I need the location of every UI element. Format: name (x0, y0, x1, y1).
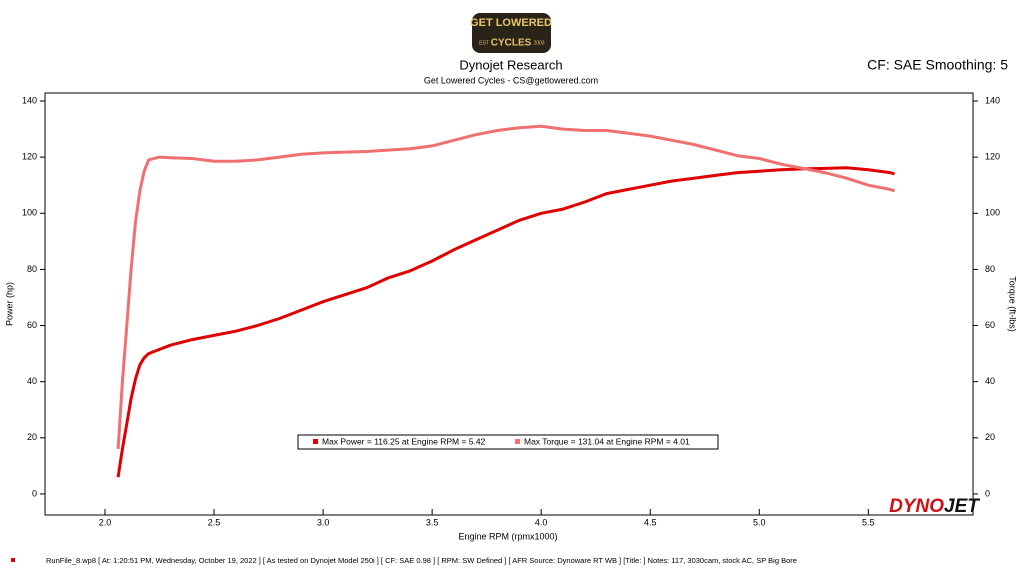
x-tick-label: 3.0 (317, 517, 330, 527)
legend-swatch (313, 439, 318, 444)
y-tick-label: 140 (22, 95, 37, 105)
y2-tick-label: 20 (985, 432, 995, 442)
legend-box (297, 434, 719, 450)
footer-text: RunFile_8.wp8 [ At: 1:20:51 PM, Wednesda… (46, 556, 797, 565)
x-tick-label: 3.5 (426, 517, 439, 527)
legend-label: Max Power = 116.25 at Engine RPM = 5.42 (322, 436, 486, 446)
legend-swatch (515, 439, 520, 444)
y-tick-label: 80 (27, 264, 37, 274)
y2-axis-label: Torque (ft-lbs) (1008, 276, 1018, 332)
x-tick-label: 5.0 (753, 517, 766, 527)
x-axis-label: Engine RPM (rpmx1000) (458, 531, 557, 541)
y2-tick-label: 60 (985, 320, 995, 330)
x-tick-label: 2.0 (99, 517, 112, 527)
x-tick-label: 4.5 (644, 517, 657, 527)
y2-tick-label: 80 (985, 264, 995, 274)
y2-tick-label: 140 (985, 95, 1000, 105)
y2-tick-label: 100 (985, 208, 1000, 218)
y2-tick-label: 0 (985, 488, 990, 498)
logo-text: 2003 (533, 40, 544, 46)
x-tick-label: 5.5 (862, 517, 875, 527)
brand-logo: DYNO (889, 496, 944, 517)
x-tick-label: 2.5 (208, 517, 221, 527)
logo-text: GET LOWERED (470, 17, 552, 29)
y2-tick-label: 40 (985, 376, 995, 386)
chart-subtitle: Get Lowered Cycles - CS@getlowered.com (424, 75, 598, 85)
logo-badge (472, 13, 551, 53)
y-tick-label: 40 (27, 376, 37, 386)
chart-title: Dynojet Research (459, 57, 562, 72)
y-tick-label: 100 (22, 208, 37, 218)
y-tick-label: 20 (27, 432, 37, 442)
logo-text: CYCLES (491, 38, 532, 49)
footer-marker (11, 558, 15, 562)
y-tick-label: 60 (27, 320, 37, 330)
x-tick-label: 4.0 (535, 517, 548, 527)
data-line (116, 166, 895, 478)
legend-label: Max Torque = 131.04 at Engine RPM = 4.01 (524, 436, 690, 446)
y-tick-label: 0 (32, 488, 37, 498)
y-tick-label: 120 (22, 152, 37, 162)
settings-text: CF: SAE Smoothing: 5 (867, 57, 1008, 73)
y2-tick-label: 120 (985, 152, 1000, 162)
data-line (116, 124, 895, 450)
plot-area (44, 92, 974, 516)
brand-logo: JET (944, 496, 980, 517)
logo-text: EST (479, 40, 489, 46)
y-axis-label: Power (hp) (4, 282, 14, 326)
